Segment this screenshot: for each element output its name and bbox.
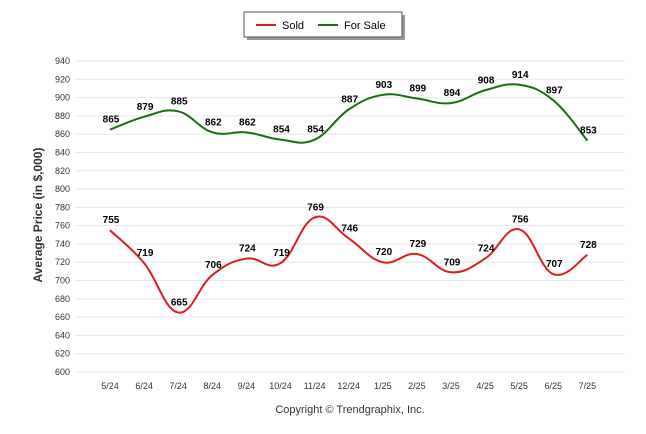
legend-label-for-sale: For Sale <box>344 20 386 32</box>
x-tick-label: 6/25 <box>545 381 563 391</box>
data-label-for-sale: 894 <box>444 88 461 99</box>
data-label-sold: 719 <box>137 248 154 259</box>
footer-copyright: Copyright © Trendgraphix, Inc. <box>275 404 424 416</box>
data-label-sold: 724 <box>478 244 495 255</box>
data-label-for-sale: 853 <box>580 126 597 137</box>
y-tick-label: 720 <box>55 257 70 267</box>
y-tick-label: 660 <box>55 312 70 322</box>
data-label-for-sale: 887 <box>341 94 358 105</box>
data-label-sold: 756 <box>512 214 529 225</box>
x-tick-label: 4/25 <box>476 381 494 391</box>
x-tick-label: 8/24 <box>204 381 222 391</box>
data-label-for-sale: 903 <box>375 80 392 91</box>
grid <box>75 60 625 373</box>
y-tick-label: 600 <box>55 367 70 377</box>
data-label-for-sale: 897 <box>546 85 563 96</box>
x-tick-label: 5/24 <box>101 381 119 391</box>
y-axis-ticks: 600 620 640 660 680 700 720 740 760 780 800 820 840 8… <box>55 56 70 377</box>
y-tick-label: 800 <box>55 184 70 194</box>
x-axis-ticks: 5/24 6/24 7/24 8/24 9/24 10/24 11/24 12/24 1/25 2… <box>101 381 596 391</box>
x-tick-label: 7/24 <box>169 381 187 391</box>
y-tick-label: 840 <box>55 147 70 157</box>
data-label-for-sale: 879 <box>137 102 154 113</box>
data-label-sold: 709 <box>444 257 461 268</box>
series-line-sold <box>109 215 588 314</box>
data-labels: 755 719 665 706 724 719 769 746 720 729 709 724 756 7… <box>103 70 598 309</box>
data-label-sold: 665 <box>171 298 188 309</box>
data-label-sold: 729 <box>410 239 427 250</box>
x-tick-label: 2/25 <box>408 381 426 391</box>
y-tick-label: 920 <box>55 74 70 84</box>
data-label-for-sale: 862 <box>205 117 222 128</box>
data-label-for-sale: 865 <box>103 115 120 126</box>
x-tick-label: 5/25 <box>510 381 528 391</box>
y-tick-label: 820 <box>55 166 70 176</box>
y-tick-label: 620 <box>55 349 70 359</box>
x-tick-label: 11/24 <box>304 381 326 391</box>
x-tick-label: 7/25 <box>579 381 597 391</box>
y-tick-label: 640 <box>55 330 70 340</box>
data-label-sold: 720 <box>375 247 392 258</box>
y-tick-label: 680 <box>55 294 70 304</box>
y-tick-label: 700 <box>55 276 70 286</box>
series-lines <box>109 83 589 314</box>
x-tick-label: 10/24 <box>269 381 292 391</box>
data-label-for-sale: 854 <box>273 125 290 136</box>
y-tick-label: 780 <box>55 202 70 212</box>
data-label-sold: 707 <box>546 259 563 270</box>
data-label-sold: 746 <box>341 223 358 234</box>
y-tick-label: 940 <box>55 56 70 66</box>
data-label-for-sale: 914 <box>512 70 529 81</box>
y-tick-label: 860 <box>55 129 70 139</box>
data-label-sold: 719 <box>273 248 290 259</box>
data-label-for-sale: 899 <box>410 84 427 95</box>
data-label-for-sale: 862 <box>239 117 256 128</box>
y-tick-label: 900 <box>55 93 70 103</box>
y-tick-label: 740 <box>55 239 70 249</box>
y-tick-label: 760 <box>55 221 70 231</box>
data-label-sold: 769 <box>307 202 324 213</box>
data-label-for-sale: 908 <box>478 75 495 86</box>
x-tick-label: 9/24 <box>238 381 256 391</box>
x-tick-label: 12/24 <box>337 381 360 391</box>
legend: Sold For Sale <box>243 11 405 40</box>
y-tick-label: 880 <box>55 111 70 121</box>
x-tick-label: 6/24 <box>135 381 153 391</box>
data-label-sold: 755 <box>103 215 120 226</box>
data-label-for-sale: 885 <box>171 96 188 107</box>
data-label-for-sale: 854 <box>307 125 324 136</box>
x-tick-label: 3/25 <box>442 381 460 391</box>
data-label-sold: 706 <box>205 260 222 271</box>
series-line-for-sale <box>109 83 589 144</box>
legend-label-sold: Sold <box>282 20 304 32</box>
y-axis-title: Average Price (in $,000) <box>31 148 45 283</box>
x-tick-label: 1/25 <box>374 381 392 391</box>
data-label-sold: 728 <box>580 240 597 251</box>
data-label-sold: 724 <box>239 244 256 255</box>
